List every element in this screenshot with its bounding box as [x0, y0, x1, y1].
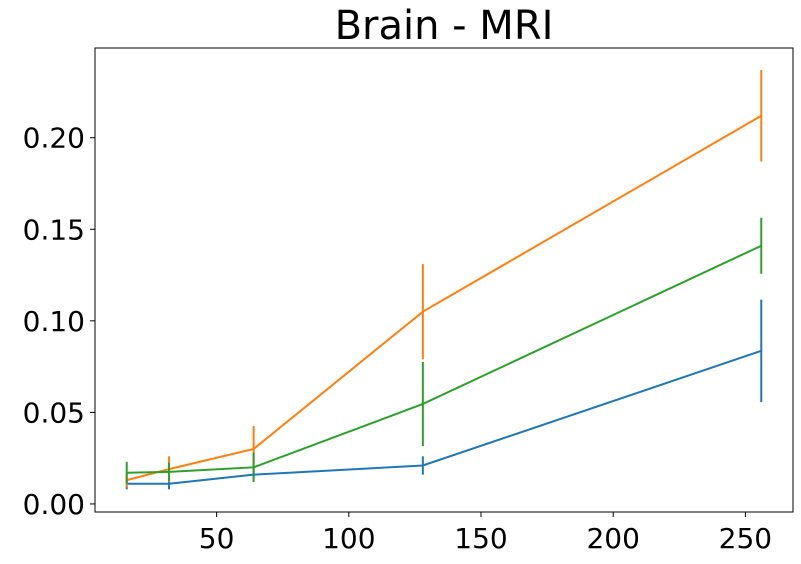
x-tick-label: 100 — [322, 522, 375, 555]
series-line — [126, 349, 762, 485]
series-line — [126, 114, 762, 482]
chart-title: Brain - MRI — [335, 3, 554, 49]
series-line — [126, 244, 762, 474]
y-tick-label: 0.05 — [23, 396, 85, 429]
y-tick-label: 0.20 — [23, 122, 85, 155]
x-tick-label: 250 — [719, 522, 772, 555]
y-tick-label: 0.10 — [23, 305, 85, 338]
x-tick-label: 200 — [586, 522, 639, 555]
y-tick-label: 0.00 — [23, 488, 85, 521]
x-tick-label: 150 — [454, 522, 507, 555]
y-tick-label: 0.15 — [23, 213, 85, 246]
x-tick-label: 50 — [199, 522, 235, 555]
plot-frame — [94, 47, 794, 513]
